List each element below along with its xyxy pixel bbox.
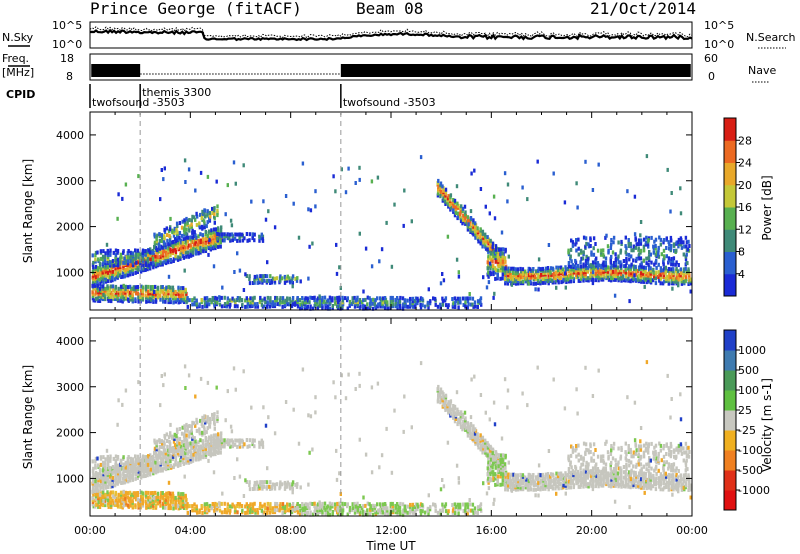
colorbar-swatch <box>724 450 736 471</box>
nsearch-series <box>89 26 693 39</box>
colorbar-swatch <box>724 162 736 186</box>
cpid-segment-label: twofsound -3503 <box>343 96 436 109</box>
cpid-label: CPID <box>6 88 35 101</box>
colorbar-swatch <box>724 330 736 351</box>
colorbar-swatch <box>724 370 736 391</box>
colorbar-tick-label: 8 <box>738 246 745 259</box>
colorbar-tick-label: 28 <box>738 134 752 147</box>
velocity-ylabel: Slant Range [km] <box>21 365 35 469</box>
beam-title: Beam 08 <box>356 0 423 18</box>
range-tick-label: 2000 <box>56 221 84 234</box>
colorbar-tick-label: -1000 <box>738 484 770 497</box>
colorbar-swatch <box>724 410 736 431</box>
cpid-segment-label: themis 3300 <box>142 86 211 99</box>
colorbar-tick-label: 500 <box>738 364 759 377</box>
colorbar-swatch <box>724 229 736 252</box>
colorbar-swatch <box>724 490 736 511</box>
freq-label-1: Freq. <box>2 52 29 65</box>
velocity-colorbar-label: Velocity [m s-1] <box>760 378 774 472</box>
nsky-tick-bottom: 10^0 <box>52 38 82 51</box>
time-axis: 00:00 04:00 08:00 12:00 16:00 20:00 00:00 <box>74 524 708 537</box>
colorbar-swatch <box>724 390 736 411</box>
nsearch-tick-bottom: 10^0 <box>704 38 734 51</box>
power-colorbar-label: Power [dB] <box>760 175 774 240</box>
time-tick-label: 04:00 <box>174 524 206 537</box>
colorbar-swatch <box>724 184 736 208</box>
time-tick-label: 00:00 <box>676 524 708 537</box>
colorbar-tick-label: -25 <box>738 424 756 437</box>
range-tick-label: 4000 <box>56 129 84 142</box>
colorbar-swatch <box>724 273 736 297</box>
station-title: Prince George (fitACF) <box>90 0 302 18</box>
nave-label: Nave <box>748 64 776 77</box>
range-tick-label: 3000 <box>56 381 84 394</box>
power-panel: 1000 2000 3000 4000 <box>56 111 693 311</box>
colorbar-swatch <box>724 207 736 230</box>
cpid-segment-label: twofsound -3503 <box>92 96 185 109</box>
time-tick-label: 16:00 <box>475 524 507 537</box>
nsky-label: N.Sky <box>2 31 34 44</box>
nsearch-label: N.Search <box>746 31 796 44</box>
colorbar-swatch <box>724 251 736 275</box>
time-tick-label: 20:00 <box>576 524 608 537</box>
date-title: 21/Oct/2014 <box>590 0 696 18</box>
freq-block-2 <box>340 64 691 77</box>
freq-tick-bottom: 8 <box>66 70 73 83</box>
range-tick-label: 3000 <box>56 175 84 188</box>
freq-tick-top: 18 <box>60 52 74 65</box>
nave-tick-bottom: 0 <box>708 70 715 83</box>
nsearch-tick-top: 10^5 <box>704 19 734 32</box>
colorbar-tick-label: -100 <box>738 444 763 457</box>
colorbar-swatch <box>724 470 736 491</box>
velocity-colorbar: 1000 500 100 25 -25 -100 -500 -1000 <box>723 329 770 511</box>
colorbar-tick-label: -500 <box>738 464 763 477</box>
colorbar-tick-label: 4 <box>738 268 745 281</box>
nave-tick-top: 60 <box>704 52 718 65</box>
nsky-tick-top: 10^5 <box>52 19 82 32</box>
colorbar-tick-label: 25 <box>738 404 752 417</box>
colorbar-tick-label: 16 <box>738 201 752 214</box>
range-tick-label: 2000 <box>56 427 84 440</box>
freq-strip <box>89 53 693 81</box>
colorbar-swatch <box>724 140 736 163</box>
power-colorbar: 4 8 12 16 20 24 28 <box>723 117 752 297</box>
time-axis-label: Time UT <box>365 539 416 553</box>
colorbar-tick-label: 100 <box>738 384 759 397</box>
freq-label-2: [MHz] <box>2 66 34 79</box>
colorbar-tick-label: 20 <box>738 179 752 192</box>
power-ylabel: Slant Range [km] <box>21 159 35 263</box>
colorbar-swatch <box>724 350 736 371</box>
colorbar-swatch <box>724 430 736 451</box>
colorbar-tick-label: 1000 <box>738 344 766 357</box>
nsky-series <box>89 28 693 42</box>
time-tick-label: 00:00 <box>74 524 106 537</box>
time-tick-label: 12:00 <box>375 524 407 537</box>
colorbar-swatch <box>724 118 736 141</box>
range-tick-label: 1000 <box>56 266 84 279</box>
nsky-strip <box>89 21 693 49</box>
range-tick-label: 1000 <box>56 472 84 485</box>
colorbar-tick-label: 24 <box>738 157 752 170</box>
range-tick-label: 4000 <box>56 335 84 348</box>
velocity-panel: 1000 2000 3000 4000 <box>56 317 693 517</box>
time-tick-label: 08:00 <box>275 524 307 537</box>
colorbar-tick-label: 12 <box>738 223 752 236</box>
freq-block-1 <box>91 64 141 77</box>
